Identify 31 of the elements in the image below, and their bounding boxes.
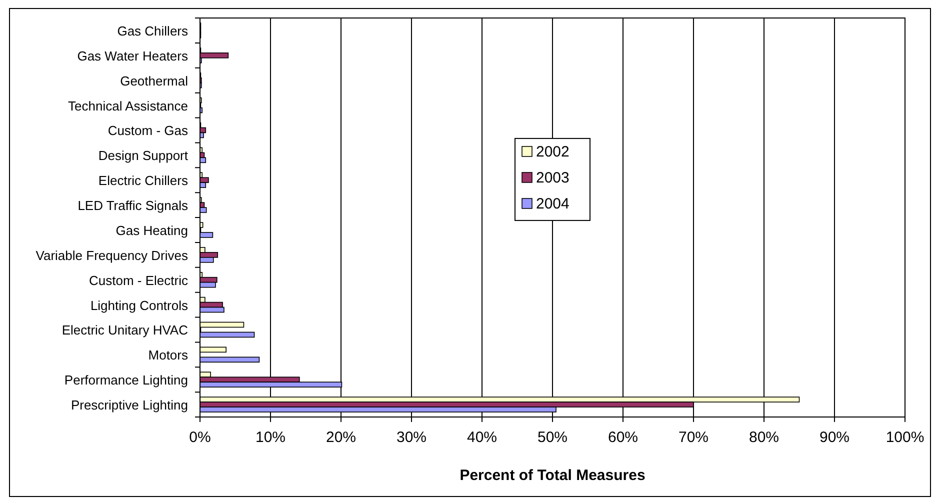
y-tick-label: Motors [148,347,188,362]
legend-label: 2002 [536,142,570,160]
y-tick-label: LED Traffic Signals [78,198,188,213]
x-tick-label: 10% [255,428,286,446]
y-tick-label: Electric Chillers [98,172,188,188]
y-tick-label: Gas Chillers [117,22,188,38]
x-tick-label: 20% [326,428,356,446]
x-tick-label: 30% [396,428,427,446]
y-tick-label: Geothermal [120,72,188,88]
x-tick-label: 80% [748,428,780,446]
x-tick-label: 50% [537,428,568,446]
x-tick-label: 0% [189,428,211,446]
y-tick-label: Prescriptive Lighting [70,397,188,412]
y-tick-label: Variable Frequency Drives [36,247,188,262]
x-tick-label: 60% [608,428,638,446]
y-tick-label: Technical Assistance [68,98,188,113]
y-tick-label: Gas Water Heaters [77,48,188,63]
x-tick-label: 90% [819,428,850,446]
y-tick-label: Electric Unitary HVAC [62,322,188,338]
x-tick-label: 70% [678,428,709,446]
y-tick-label: Design Support [98,148,188,163]
x-tick-label: 100% [886,428,924,446]
y-tick-label: Performance Lighting [64,372,188,388]
y-tick-label: Lighting Controls [90,297,188,312]
y-tick-label: Custom - Gas [108,122,188,138]
legend-label: 2003 [536,168,570,186]
x-tick-label: 40% [466,428,498,446]
y-tick-label: Custom - Electric [89,272,188,288]
x-axis-title: Percent of Total Measures [460,466,646,484]
legend-label: 2004 [536,194,570,212]
y-tick-label: Gas Heating [116,222,188,238]
